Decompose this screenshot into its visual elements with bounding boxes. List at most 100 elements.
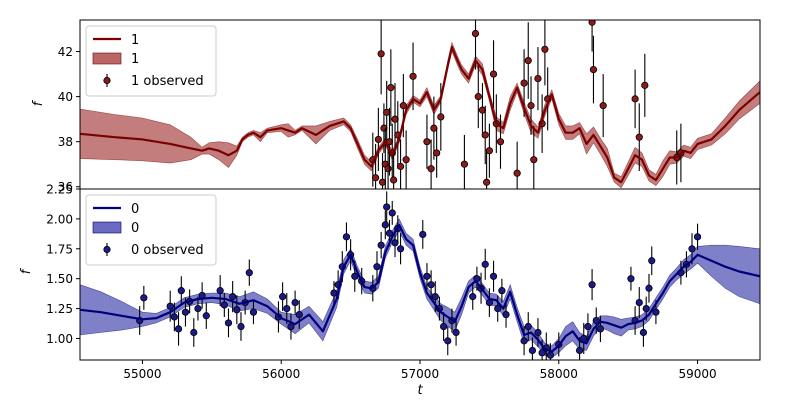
top-ytick-label: 42 <box>58 45 73 59</box>
top-legend: 1 1 1 observed <box>85 25 217 97</box>
bottom-observed-point <box>639 318 648 347</box>
bottom-observed-point <box>584 313 592 340</box>
bottom-observed-point <box>174 312 183 346</box>
bottom-observed-point <box>237 312 245 341</box>
bottom-observed-point <box>520 326 528 356</box>
top-legend-band-icon <box>92 52 122 65</box>
bottom-legend-label-band: 0 <box>131 221 139 236</box>
bottom-legend-marker-icon <box>103 245 111 254</box>
top-legend-label-band: 1 <box>131 52 139 67</box>
top-observed-point <box>513 141 521 189</box>
bottom-observed-point <box>596 315 605 343</box>
bottom-observed-point <box>396 233 405 265</box>
top-ytick-label: 40 <box>58 90 73 104</box>
top-panel: 36 38 40 42 f 1 1 1 observed <box>31 19 761 194</box>
bottom-observed-point <box>381 210 389 240</box>
top-observed-point <box>427 139 435 189</box>
bottom-observed-point <box>592 307 600 334</box>
bottom-observed-point <box>166 290 174 322</box>
bottom-observed-point <box>330 281 338 305</box>
top-observed-point <box>541 20 549 86</box>
top-observed-point <box>485 123 493 178</box>
bottom-legend-label-line: 0 <box>131 202 139 217</box>
bottom-observed-point <box>283 293 291 325</box>
top-observed-point <box>383 80 391 144</box>
top-observed-point <box>589 35 598 104</box>
bottom-ytick-label: 2.00 <box>46 212 73 226</box>
top-observed-point <box>496 114 505 169</box>
top-observed-point <box>524 22 532 99</box>
top-observed-point <box>391 83 399 156</box>
top-observed-point <box>387 49 395 126</box>
bottom-panel: 1.00 1.25 1.50 1.75 2.00 2.25 55000 56000 57000… <box>19 183 761 398</box>
bottom-xtick-label: 56000 <box>262 367 300 381</box>
bottom-observed-point <box>291 290 299 315</box>
bottom-observed-point <box>431 281 439 313</box>
top-observed-point <box>483 150 491 189</box>
bottom-ytick-label: 1.50 <box>46 272 73 286</box>
top-observed-point <box>530 125 538 189</box>
top-observed-point <box>377 20 385 95</box>
top-observed-point <box>481 105 489 165</box>
bottom-observed-point <box>194 296 202 321</box>
bottom-observed-point <box>439 312 448 341</box>
bottom-observed-point <box>546 343 555 360</box>
top-observed-point <box>635 103 643 171</box>
bottom-observed-point <box>481 248 489 280</box>
bottom-observed-point <box>419 220 427 249</box>
bottom-observed-point <box>190 318 198 347</box>
bottom-observed-point <box>170 302 178 332</box>
top-legend-label-line: 1 <box>131 33 139 48</box>
bottom-observed-point <box>388 200 396 225</box>
bottom-observed-point <box>427 270 435 300</box>
bottom-observed-point <box>177 276 185 305</box>
bottom-observed-point <box>528 337 537 360</box>
bottom-ytick-label: 1.00 <box>46 332 73 346</box>
bottom-observed-point <box>588 269 596 301</box>
top-observed-point <box>460 134 469 189</box>
top-legend-label-observed: 1 observed <box>131 74 204 89</box>
top-observed-point <box>396 139 405 189</box>
top-observed-point <box>399 74 407 138</box>
top-ytick-label: 36 <box>58 180 73 194</box>
top-observed-point <box>471 20 480 70</box>
bottom-observed-point <box>627 266 635 291</box>
bottom-observed-point <box>452 319 460 346</box>
bottom-xtick-label: 57000 <box>401 367 439 381</box>
bottom-observed-point <box>279 282 287 311</box>
bottom-observed-point <box>469 283 477 310</box>
bottom-observed-point <box>489 260 498 292</box>
top-observed-point <box>423 114 431 169</box>
bottom-legend: 0 0 0 observed <box>85 194 217 266</box>
bottom-observed-point <box>295 300 303 329</box>
bottom-observed-point <box>229 281 237 313</box>
top-observed-point <box>390 152 398 189</box>
bottom-observed-point <box>423 263 431 290</box>
bottom-observed-point <box>444 326 452 356</box>
bottom-observed-point <box>580 322 588 355</box>
bottom-observed-point <box>377 232 385 259</box>
bottom-xtick-label: 58000 <box>540 367 578 381</box>
top-observed-point <box>433 128 441 178</box>
bottom-observed-point <box>648 246 656 276</box>
top-ytick-label: 38 <box>58 135 73 149</box>
bottom-xtick-label: 59000 <box>678 367 716 381</box>
bottom-observed-point <box>494 295 502 322</box>
bottom-ytick-label: 1.75 <box>46 242 73 256</box>
bottom-observed-point <box>534 318 542 347</box>
bottom-observed-point <box>216 275 224 307</box>
bottom-legend-label-observed: 0 observed <box>131 243 204 258</box>
bottom-legend-band-icon <box>92 221 122 234</box>
bottom-observed-point <box>645 273 653 303</box>
top-observed-point <box>489 40 498 108</box>
bottom-observed-point <box>224 308 233 338</box>
bottom-observed-point <box>140 285 148 310</box>
bottom-observed-point <box>635 287 643 319</box>
top-observed-point <box>588 20 596 52</box>
bottom-observed-point <box>383 191 391 223</box>
bottom-observed-point <box>524 312 532 341</box>
bottom-observed-point <box>245 259 253 286</box>
bottom-observed-point <box>220 293 228 317</box>
bottom-observed-point <box>202 302 210 329</box>
